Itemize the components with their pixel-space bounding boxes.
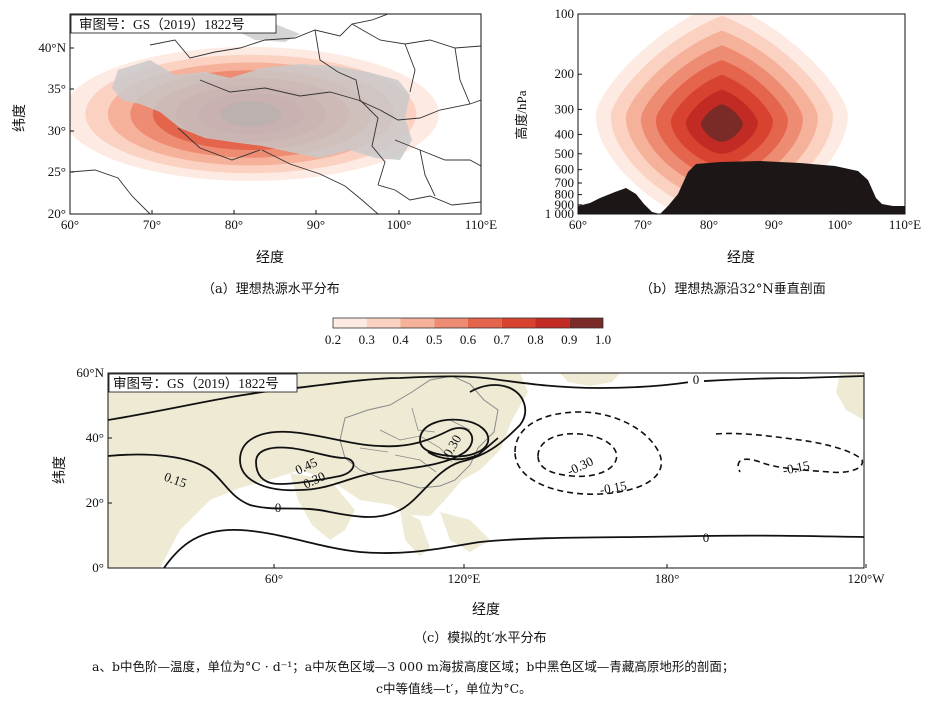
x-tick-label: 80°	[225, 217, 243, 232]
panel-a-xlabel: 经度	[256, 250, 284, 266]
x-tick-label: 80°	[700, 217, 718, 232]
panel-a-plot	[70, 14, 481, 214]
x-tick-label: 70°	[634, 217, 652, 232]
panel-c-contour-label: 0	[275, 500, 282, 515]
y-tick-label: 900	[555, 197, 575, 212]
panel-b-heat-level	[700, 104, 743, 142]
panel-b-plot	[578, 14, 905, 214]
panel-b-xlabel: 经度	[727, 250, 755, 266]
panel-c-frame	[107, 372, 865, 569]
x-tick-label: 100°	[828, 217, 853, 232]
panel-b-ylabel: 高度/hPa	[514, 90, 529, 139]
panel-a-frame	[69, 13, 482, 215]
panel-c-contour-label: 0	[693, 372, 700, 387]
x-tick-label: 60°	[265, 571, 283, 586]
colorbar-swatch	[434, 318, 468, 328]
panel-c-plot: 0 0.15 0.30 0.45 0.30 0 -0.30 -0.15 -0.1…	[108, 372, 864, 568]
panel-b-ticks: 60° 70° 80° 90° 100° 110°E 100 200 300 400 5006007…	[545, 6, 921, 232]
y-tick-label: 40°N	[38, 40, 66, 55]
colorbar: 0.2 0.3 0.4 0.5 0.6 0.7 0.8 0.9 1.0	[325, 317, 611, 347]
panel-a-ticks: 60° 70° 80° 90° 100° 110°E 20° 25° 30° 35° 40°N	[38, 40, 497, 232]
footnote-line-2: c中等值线—t′，单位为°C。	[376, 681, 532, 696]
panel-c-ticks: 60° 120°E 180° 120°W 0° 20° 40° 60°N	[76, 365, 885, 586]
colorbar-swatch	[535, 318, 570, 328]
colorbar-tick-label: 0.5	[426, 332, 442, 347]
y-tick-label: 600	[555, 162, 575, 177]
colorbar-tick-label: 0.4	[392, 332, 409, 347]
colorbar-frame	[332, 317, 604, 329]
y-tick-label: 60°N	[76, 365, 104, 380]
x-tick-label: 110°E	[889, 217, 921, 232]
colorbar-tick-label: 0.8	[527, 332, 543, 347]
panel-a-stamp: 审图号：GS（2019）1822号	[79, 17, 245, 32]
y-tick-label: 200	[555, 66, 575, 81]
panel-c-xlabel: 经度	[472, 602, 500, 618]
panel-b-caption: （b）理想热源沿32°N垂直剖面	[640, 282, 826, 297]
y-tick-label: 400	[555, 126, 575, 141]
panel-a-caption: （a）理想热源水平分布	[202, 282, 340, 297]
colorbar-swatch	[333, 318, 367, 328]
x-tick-label: 180°	[655, 571, 680, 586]
panel-c-ylabel: 纬度	[52, 456, 68, 484]
y-tick-label: 40°	[86, 430, 104, 445]
colorbar-tick-label: 0.3	[359, 332, 375, 347]
y-tick-label: 800	[555, 187, 575, 202]
y-tick-label: 25°	[48, 164, 66, 179]
colorbar-tick-label: 0.9	[561, 332, 577, 347]
x-tick-label: 70°	[143, 217, 161, 232]
panel-b-frame	[577, 13, 906, 215]
y-tick-label: 100	[555, 6, 575, 21]
x-tick-label: 120°E	[448, 571, 481, 586]
panel-b-heat-source	[595, 14, 848, 214]
x-tick-label: 110°E	[465, 217, 497, 232]
y-tick-label: 1 000	[545, 206, 574, 221]
colorbar-swatch	[501, 318, 536, 328]
panel-c: 0 0.15 0.30 0.45 0.30 0 -0.30 -0.15 -0.1…	[52, 365, 885, 618]
x-tick-label: 100°	[387, 217, 412, 232]
y-tick-label: 300	[555, 101, 575, 116]
panel-c-stamp: 审图号：GS（2019）1822号	[113, 376, 279, 391]
panel-a: 审图号：GS（2019）1822号 60° 70° 80° 90° 100° 110°E 2…	[12, 13, 497, 266]
x-tick-label: 60°	[61, 217, 79, 232]
panel-c-contours	[108, 375, 864, 568]
colorbar-tick-label: 0.7	[494, 332, 511, 347]
panel-b: 60° 70° 80° 90° 100° 110°E 100 200 300 400 5006007…	[514, 6, 921, 266]
colorbar-tick-label: 0.6	[460, 332, 477, 347]
x-tick-label: 120°W	[848, 571, 886, 586]
y-tick-label: 0°	[92, 560, 104, 575]
panel-c-label-bg	[688, 373, 704, 386]
y-tick-label: 700	[555, 175, 575, 190]
panel-c-contour-label: 0	[703, 530, 710, 545]
panel-c-contour-label: -0.15	[781, 457, 811, 477]
y-tick-label: 20°	[86, 495, 104, 510]
y-tick-label: 30°	[48, 123, 66, 138]
panel-a-borders	[70, 14, 481, 214]
y-tick-label: 35°	[48, 81, 66, 96]
x-tick-label: 90°	[307, 217, 325, 232]
panel-a-stamp-box	[70, 14, 277, 34]
colorbar-swatch	[569, 318, 603, 328]
panel-a-plateau-3000m	[112, 60, 412, 160]
panel-b-topography	[578, 161, 905, 214]
y-tick-label: 20°	[48, 206, 66, 221]
panel-c-contour-label: -0.15	[599, 478, 628, 497]
panel-c-contour-label: 0.15	[162, 469, 189, 491]
colorbar-tick-label: 1.0	[595, 332, 611, 347]
x-tick-label: 90°	[765, 217, 783, 232]
colorbar-swatch	[400, 318, 435, 328]
y-tick-label: 500	[555, 146, 575, 161]
footnote-line-1: a、b中色阶—温度，单位为°C · d⁻¹；a中灰色区域—3 000 m海拔高度…	[92, 659, 735, 674]
panel-c-stamp-box	[108, 373, 298, 393]
panel-a-ylabel: 纬度	[12, 104, 28, 132]
colorbar-swatch	[366, 318, 401, 328]
colorbar-swatch	[468, 318, 502, 328]
x-tick-label: 60°	[569, 217, 587, 232]
panel-c-caption: （c）模拟的t′水平分布	[414, 631, 547, 646]
colorbar-tick-label: 0.2	[325, 332, 341, 347]
